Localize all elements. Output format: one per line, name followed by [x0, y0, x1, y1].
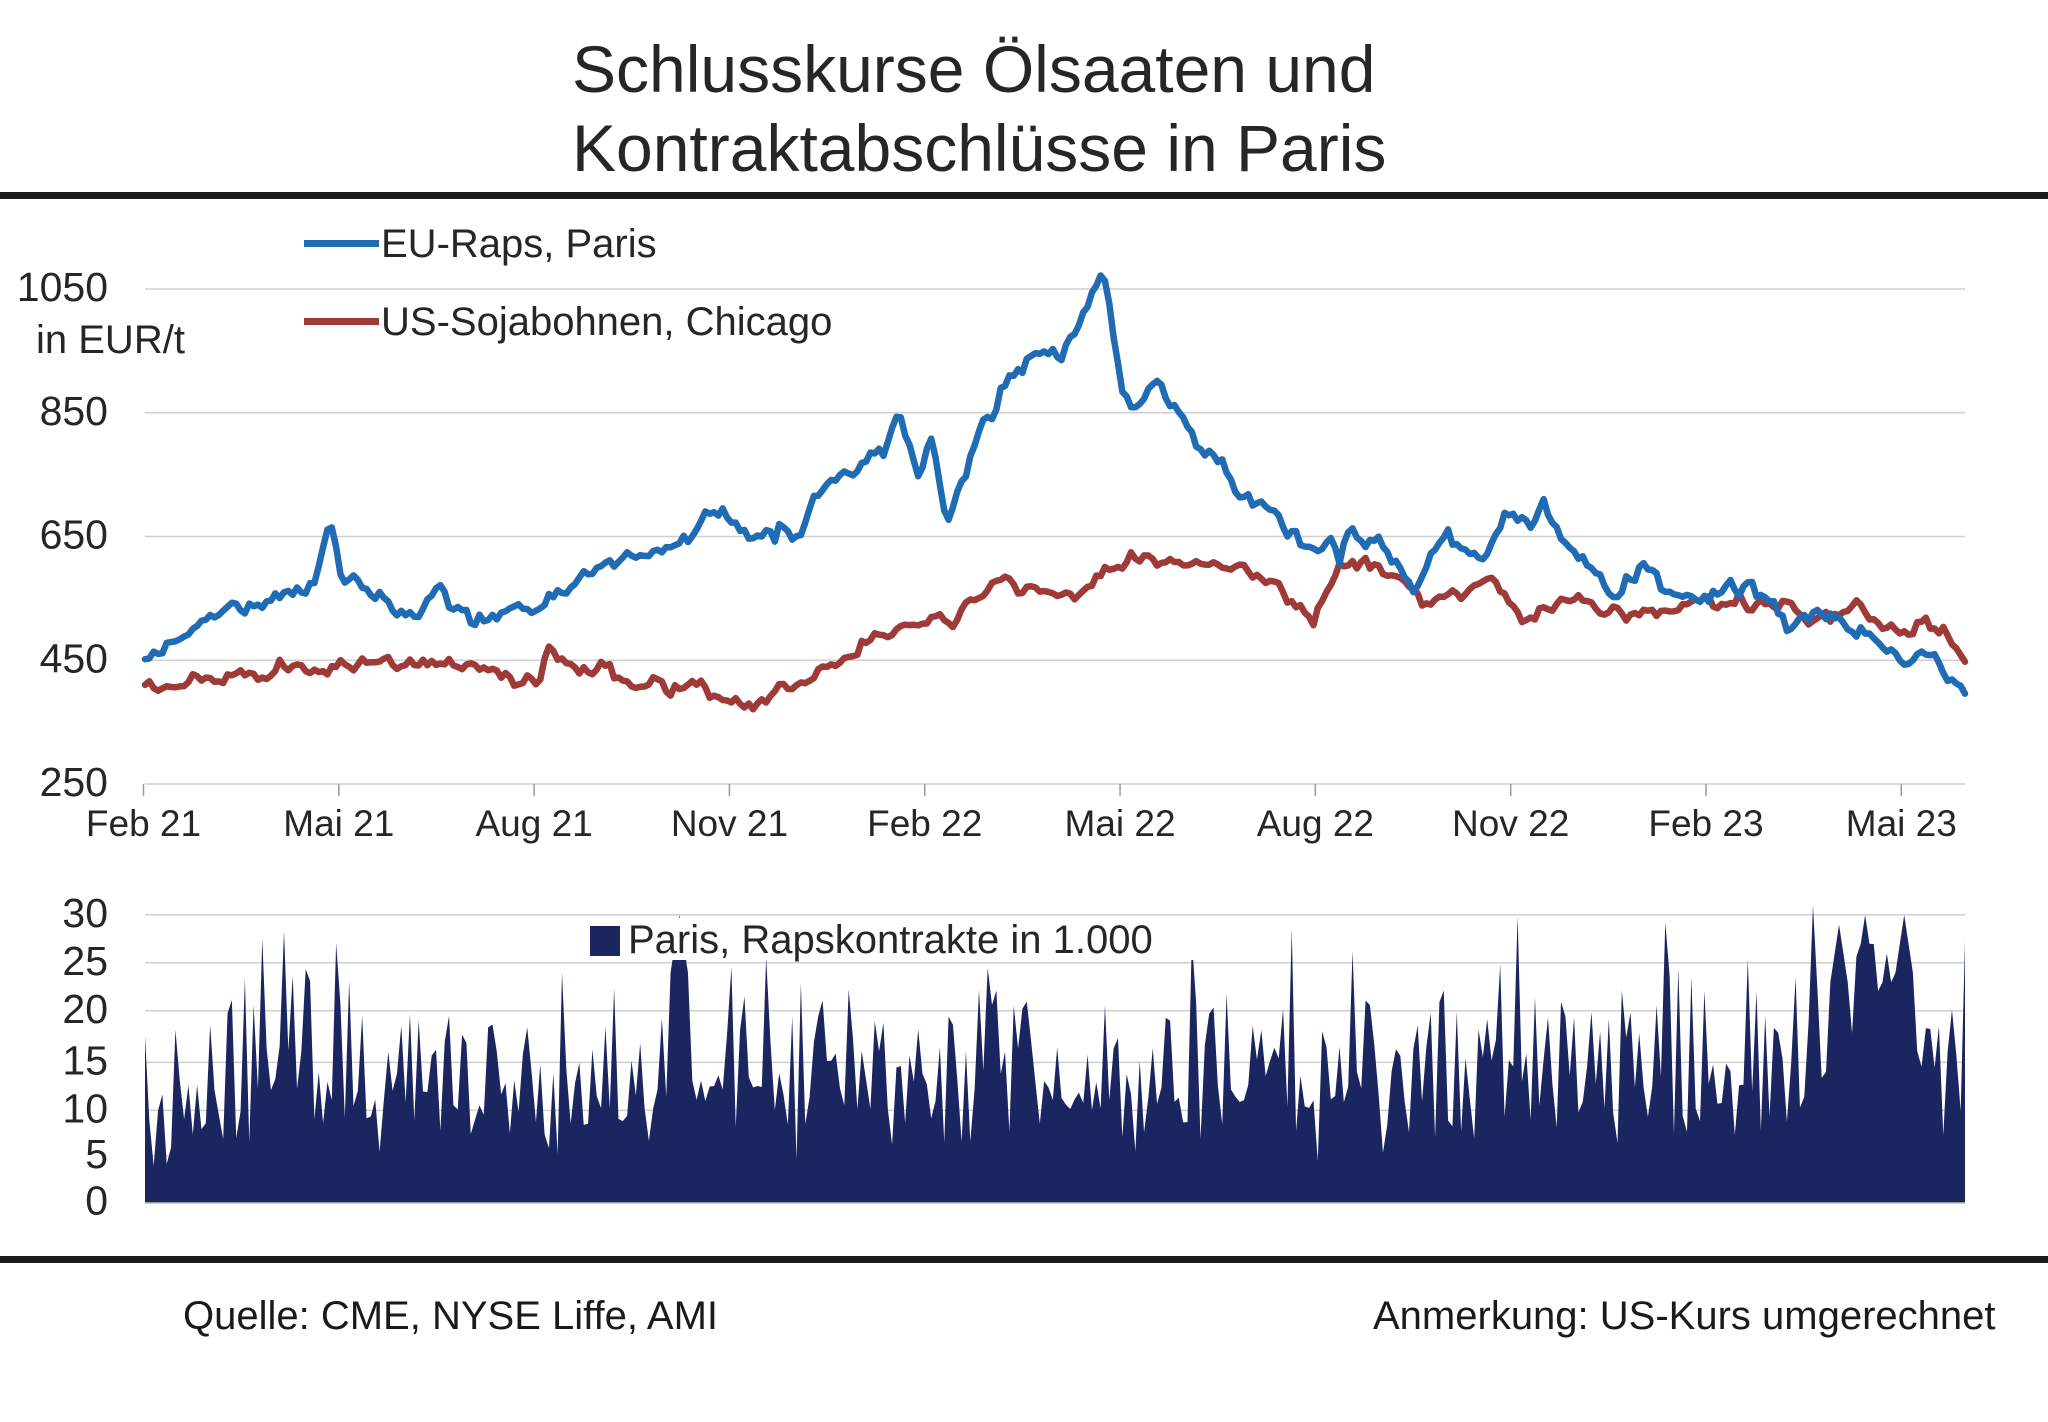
svg-text:Feb 22: Feb 22: [867, 803, 982, 844]
svg-text:25: 25: [62, 938, 108, 984]
svg-text:1050: 1050: [17, 264, 108, 310]
svg-text:Mai 23: Mai 23: [1846, 803, 1957, 844]
svg-text:650: 650: [40, 512, 108, 558]
svg-text:10: 10: [62, 1085, 108, 1131]
svg-text:20: 20: [62, 986, 108, 1032]
svg-text:30: 30: [62, 890, 108, 936]
svg-text:Nov 21: Nov 21: [671, 803, 788, 844]
svg-text:Aug 21: Aug 21: [475, 803, 592, 844]
svg-text:450: 450: [40, 635, 108, 681]
svg-text:Mai 22: Mai 22: [1065, 803, 1176, 844]
svg-text:Aug 22: Aug 22: [1257, 803, 1374, 844]
svg-text:5: 5: [85, 1131, 108, 1177]
svg-text:250: 250: [40, 759, 108, 805]
svg-text:Feb 21: Feb 21: [86, 803, 201, 844]
svg-text:Mai 21: Mai 21: [283, 803, 394, 844]
svg-text:850: 850: [40, 388, 108, 434]
svg-text:15: 15: [62, 1037, 108, 1083]
svg-text:0: 0: [85, 1178, 108, 1224]
svg-text:Nov 22: Nov 22: [1452, 803, 1569, 844]
svg-text:Feb 23: Feb 23: [1648, 803, 1763, 844]
